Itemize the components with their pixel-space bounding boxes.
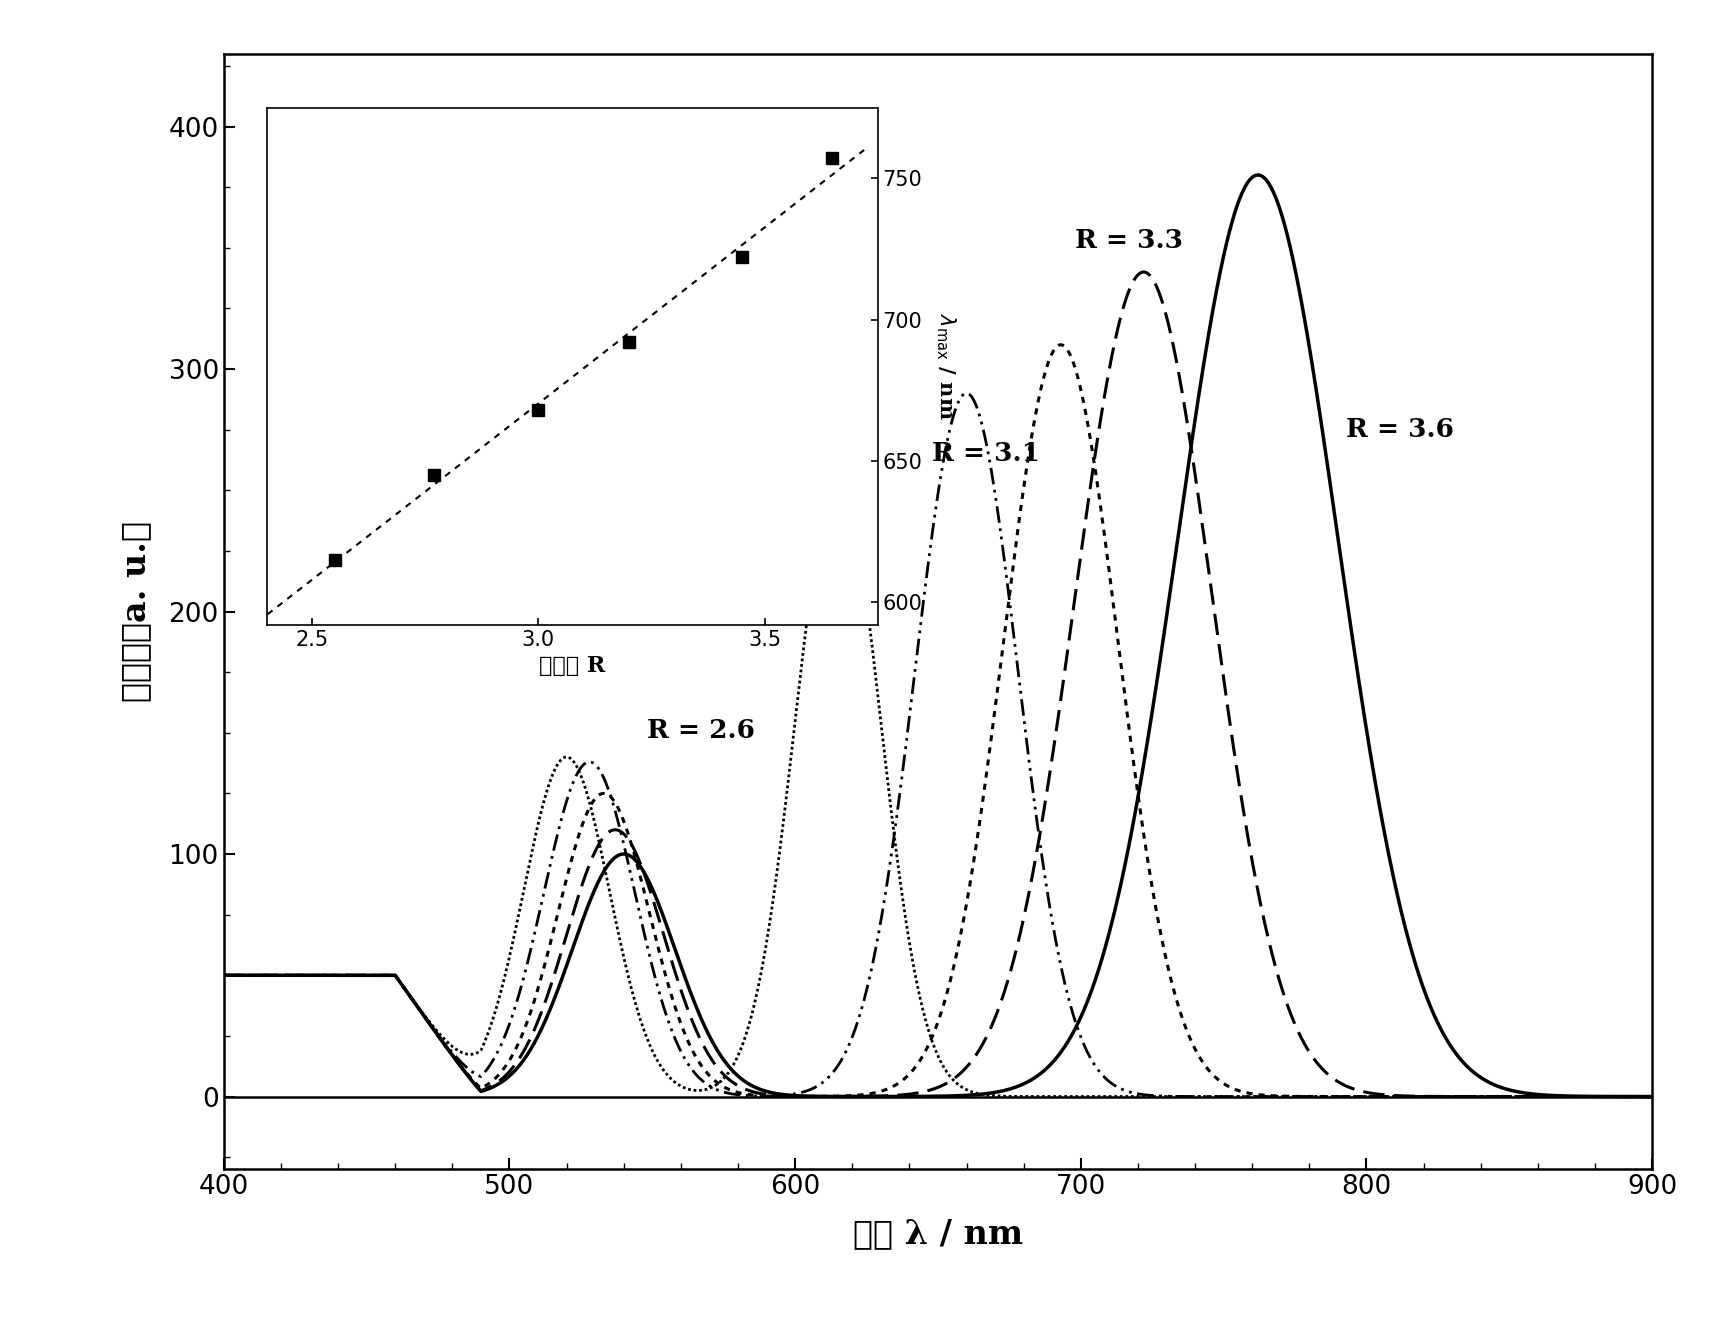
Text: R = 2.6: R = 2.6 [647, 718, 754, 743]
Y-axis label: 吸光度（a. u.）: 吸光度（a. u.） [119, 521, 151, 702]
Text: R = 3.1: R = 3.1 [933, 441, 1039, 466]
X-axis label: 波长 λ / nm: 波长 λ / nm [854, 1216, 1022, 1250]
Text: R = 3.3: R = 3.3 [1076, 227, 1182, 253]
Y-axis label: $\lambda_{\mathrm{max}}$ / nm: $\lambda_{\mathrm{max}}$ / nm [933, 313, 957, 419]
X-axis label: 纵横比 R: 纵横比 R [539, 656, 606, 677]
Text: R = 2.9: R = 2.9 [738, 603, 845, 629]
Text: R = 3.6: R = 3.6 [1346, 417, 1454, 442]
